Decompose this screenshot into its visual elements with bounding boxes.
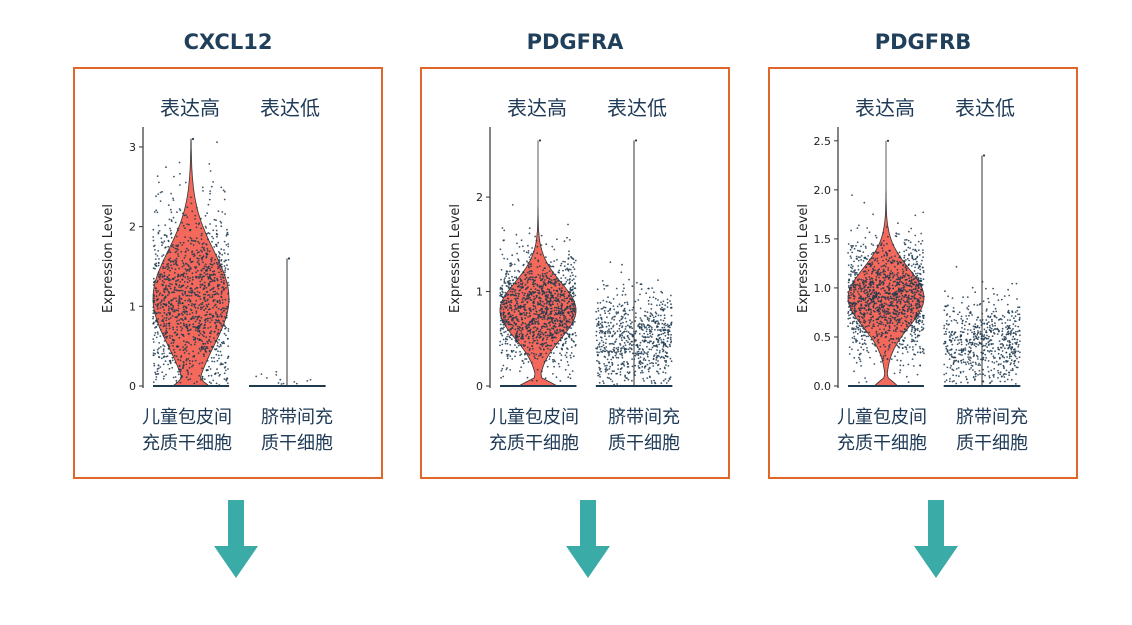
y-tick-label: 0 <box>129 380 136 393</box>
y-tick-label: 2 <box>476 191 483 204</box>
y-tick-label: 1 <box>129 300 136 313</box>
group2-label-line2: 质干细胞 <box>956 433 1028 454</box>
plot-frame: Expression Level 0.0 0.5 1.0 1.5 2.0 2.5 表达高 表… <box>768 67 1078 479</box>
group2-label-line2: 质干细胞 <box>608 433 680 454</box>
group2-label-line1: 脐带间充 <box>608 407 680 428</box>
y-tick-label: 2 <box>129 221 136 234</box>
down-arrow-icon <box>566 500 610 578</box>
jitter-points <box>499 204 577 387</box>
gene-title: CXCL12 <box>183 30 273 54</box>
max-point <box>191 137 195 141</box>
expression-low-label: 表达低 <box>607 96 667 120</box>
y-tick-label: 0.0 <box>814 380 832 393</box>
group1-label: 儿童包皮间 充质干细胞 <box>128 405 246 457</box>
max-point <box>982 154 986 157</box>
jitter-points <box>152 141 230 387</box>
plot-frame: Expression Level 0 1 2 表达高 表达低 儿童包皮间 充质干细胞 … <box>420 67 730 479</box>
group1-label: 儿童包皮间 充质干细胞 <box>475 405 593 457</box>
max-point <box>634 139 638 142</box>
expression-high-label: 表达高 <box>507 96 567 120</box>
jitter-points <box>847 194 925 387</box>
y-tick-label: 1.0 <box>814 282 832 295</box>
expression-low-label: 表达低 <box>955 96 1015 120</box>
y-tick-label: 3 <box>129 141 136 154</box>
panel-pdgfrb: PDGFRB Expression Level 0.0 0.5 1.0 1.5 2.0 2.… <box>768 0 1078 625</box>
group1-label-line2: 充质干细胞 <box>142 433 232 454</box>
y-tick-label: 0 <box>476 380 483 393</box>
y-axis-label: Expression Level <box>101 204 116 313</box>
y-tick-label: 2.5 <box>814 135 832 148</box>
plot-frame: Expression Level 0 1 2 3 表达高 表达低 儿童包皮间 充质干细胞… <box>73 67 383 479</box>
down-arrow-icon <box>914 500 958 578</box>
group1-label-line1: 儿童包皮间 <box>489 407 579 428</box>
expression-low-label: 表达低 <box>260 96 320 120</box>
group2-label-line2: 质干细胞 <box>261 433 333 454</box>
group2-label: 脐带间充 质干细胞 <box>238 405 356 457</box>
max-point <box>886 139 890 142</box>
y-tick-label: 1.5 <box>814 233 832 246</box>
y-tick-label: 1 <box>476 286 483 299</box>
gene-title: PDGFRA <box>526 30 624 54</box>
y-tick-label: 2.0 <box>814 184 832 197</box>
max-point <box>538 139 542 142</box>
y-axis-label: Expression Level <box>448 204 463 313</box>
gene-title: PDGFRB <box>874 30 972 54</box>
violin-shape <box>499 140 577 387</box>
group1-label: 儿童包皮间 充质干细胞 <box>823 405 941 457</box>
group1-label-line2: 充质干细胞 <box>489 433 579 454</box>
y-tick-label: 0.5 <box>814 331 832 344</box>
violin-plot: Expression Level 0 1 2 3 <box>101 127 326 393</box>
down-arrow-icon <box>214 500 258 578</box>
group2-label-line1: 脐带间充 <box>261 407 333 428</box>
group2-label: 脐带间充 质干细胞 <box>933 405 1051 457</box>
group1-label-line1: 儿童包皮间 <box>142 407 232 428</box>
group1-label-line1: 儿童包皮间 <box>837 407 927 428</box>
panel-cxcl12: CXCL12 Expression Level 0 1 2 3 表达高 表达低 儿童包皮… <box>73 0 383 625</box>
group2-label: 脐带间充 质干细胞 <box>585 405 703 457</box>
group2-label-line1: 脐带间充 <box>956 407 1028 428</box>
expression-high-label: 表达高 <box>855 96 915 120</box>
violin-plot: Expression Level 0 1 2 <box>448 127 673 393</box>
panel-pdgfra: PDGFRA Expression Level 0 1 2 表达高 表达低 儿童包皮间… <box>420 0 730 625</box>
max-point <box>287 257 291 260</box>
y-axis-label: Expression Level <box>796 204 811 313</box>
expression-high-label: 表达高 <box>160 96 220 120</box>
group1-label-line2: 充质干细胞 <box>837 433 927 454</box>
violin-plot: Expression Level 0.0 0.5 1.0 1.5 2.0 2.5 <box>796 127 1021 393</box>
